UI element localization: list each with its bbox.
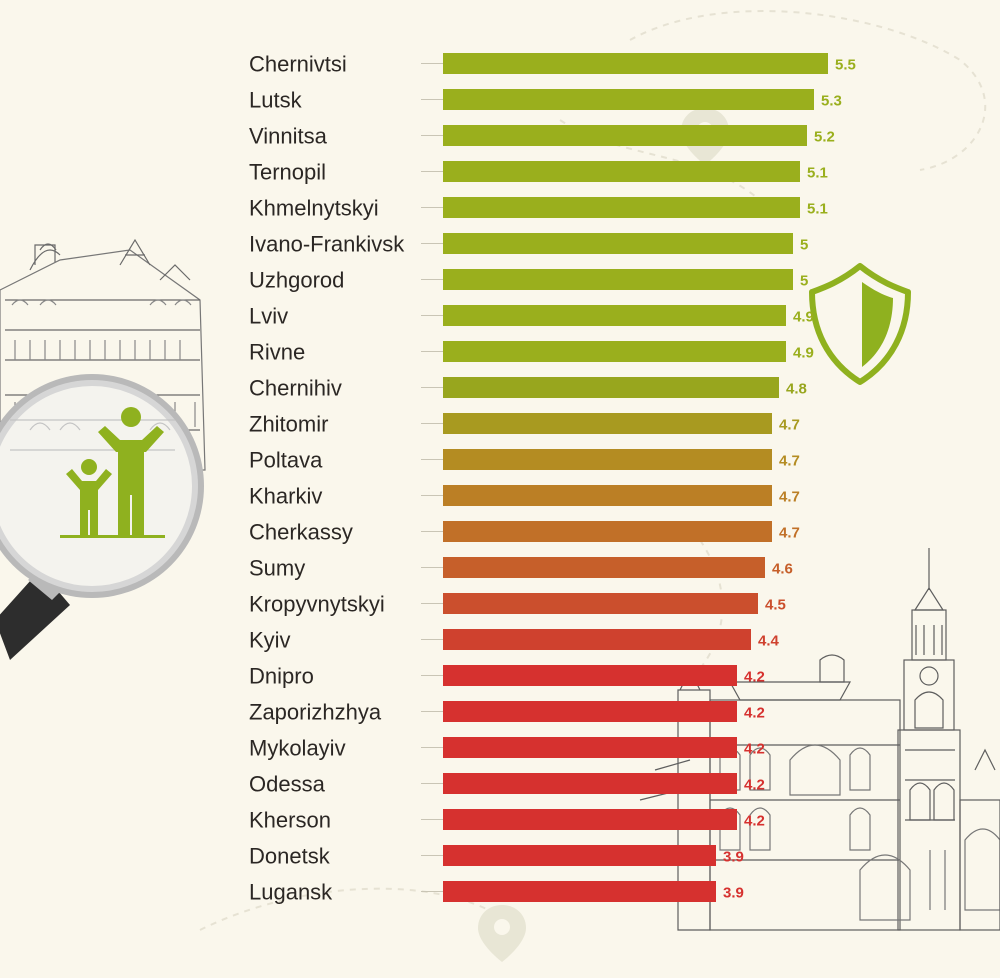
value-label: 5.1 [807,201,828,218]
category-label: Donetsk [249,844,331,869]
bar [443,557,765,578]
value-label: 3.9 [723,885,744,902]
value-label: 4.6 [772,561,793,578]
category-label: Rivne [249,340,305,365]
value-label: 4.5 [765,597,786,614]
bar [443,701,737,722]
category-label: Lugansk [249,880,333,905]
magnifier-icon [0,374,204,660]
category-label: Zaporizhzhya [249,700,382,725]
parent-child-icon [60,407,165,538]
category-label: Sumy [249,556,305,581]
value-label: 4.2 [744,813,765,830]
category-label: Dnipro [249,664,314,689]
bar [443,341,786,362]
shield-icon [809,263,911,385]
category-label: Uzhgorod [249,268,344,293]
bar [443,773,737,794]
value-label: 4.7 [779,525,800,542]
category-label: Khmelnytskyi [249,196,379,221]
category-label: Lviv [249,304,288,329]
value-label: 4.8 [786,381,807,398]
bar [443,377,779,398]
bar [443,53,828,74]
bar [443,125,807,146]
bar [443,629,751,650]
value-label: 5 [800,237,808,254]
value-label: 5 [800,273,808,290]
value-label: 4.7 [779,489,800,506]
category-label: Chernivtsi [249,52,347,77]
category-label: Kyiv [249,628,291,653]
value-label: 4.4 [758,633,780,650]
bar [443,449,772,470]
map-pin-icon [478,905,526,962]
category-label: Ternopil [249,160,326,185]
bar [443,737,737,758]
category-label: Ivano-Frankivsk [249,232,405,257]
value-label: 5.3 [821,93,842,110]
value-label: 4.2 [744,669,765,686]
value-label: 5.1 [807,165,828,182]
bar [443,485,772,506]
category-label: Zhitomir [249,412,328,437]
bar [443,89,814,110]
bar [443,881,716,902]
category-label: Kropyvnytskyi [249,592,385,617]
bar [443,593,758,614]
category-label: Vinnitsa [249,124,328,149]
value-label: 4.7 [779,417,800,434]
magnified-sketch [10,419,175,451]
bar [443,413,772,434]
bar [443,845,716,866]
category-label: Cherkassy [249,520,353,545]
value-label: 4.7 [779,453,800,470]
bar [443,233,793,254]
value-label: 4.2 [744,777,765,794]
bar [443,521,772,542]
category-label: Lutsk [249,88,303,113]
value-label: 4.2 [744,741,765,758]
value-label: 3.9 [723,849,744,866]
category-label: Poltava [249,448,323,473]
category-label: Kharkiv [249,484,322,509]
category-label: Odessa [249,772,326,797]
category-label: Mykolayiv [249,736,346,761]
value-label: 4.2 [744,705,765,722]
bar [443,269,793,290]
bar [443,809,737,830]
value-label: 5.5 [835,57,856,74]
category-label: Chernihiv [249,376,342,401]
bar [443,161,800,182]
value-label: 4.9 [793,345,814,362]
value-label: 5.2 [814,129,835,146]
bar [443,665,737,686]
bar [443,197,800,218]
bar-chart: Chernivtsi 5.5 Lutsk 5.3 Vinnitsa 5.2 Ternopil… [249,52,856,905]
bar [443,305,786,326]
value-label: 4.9 [793,309,814,326]
category-label: Kherson [249,808,331,833]
